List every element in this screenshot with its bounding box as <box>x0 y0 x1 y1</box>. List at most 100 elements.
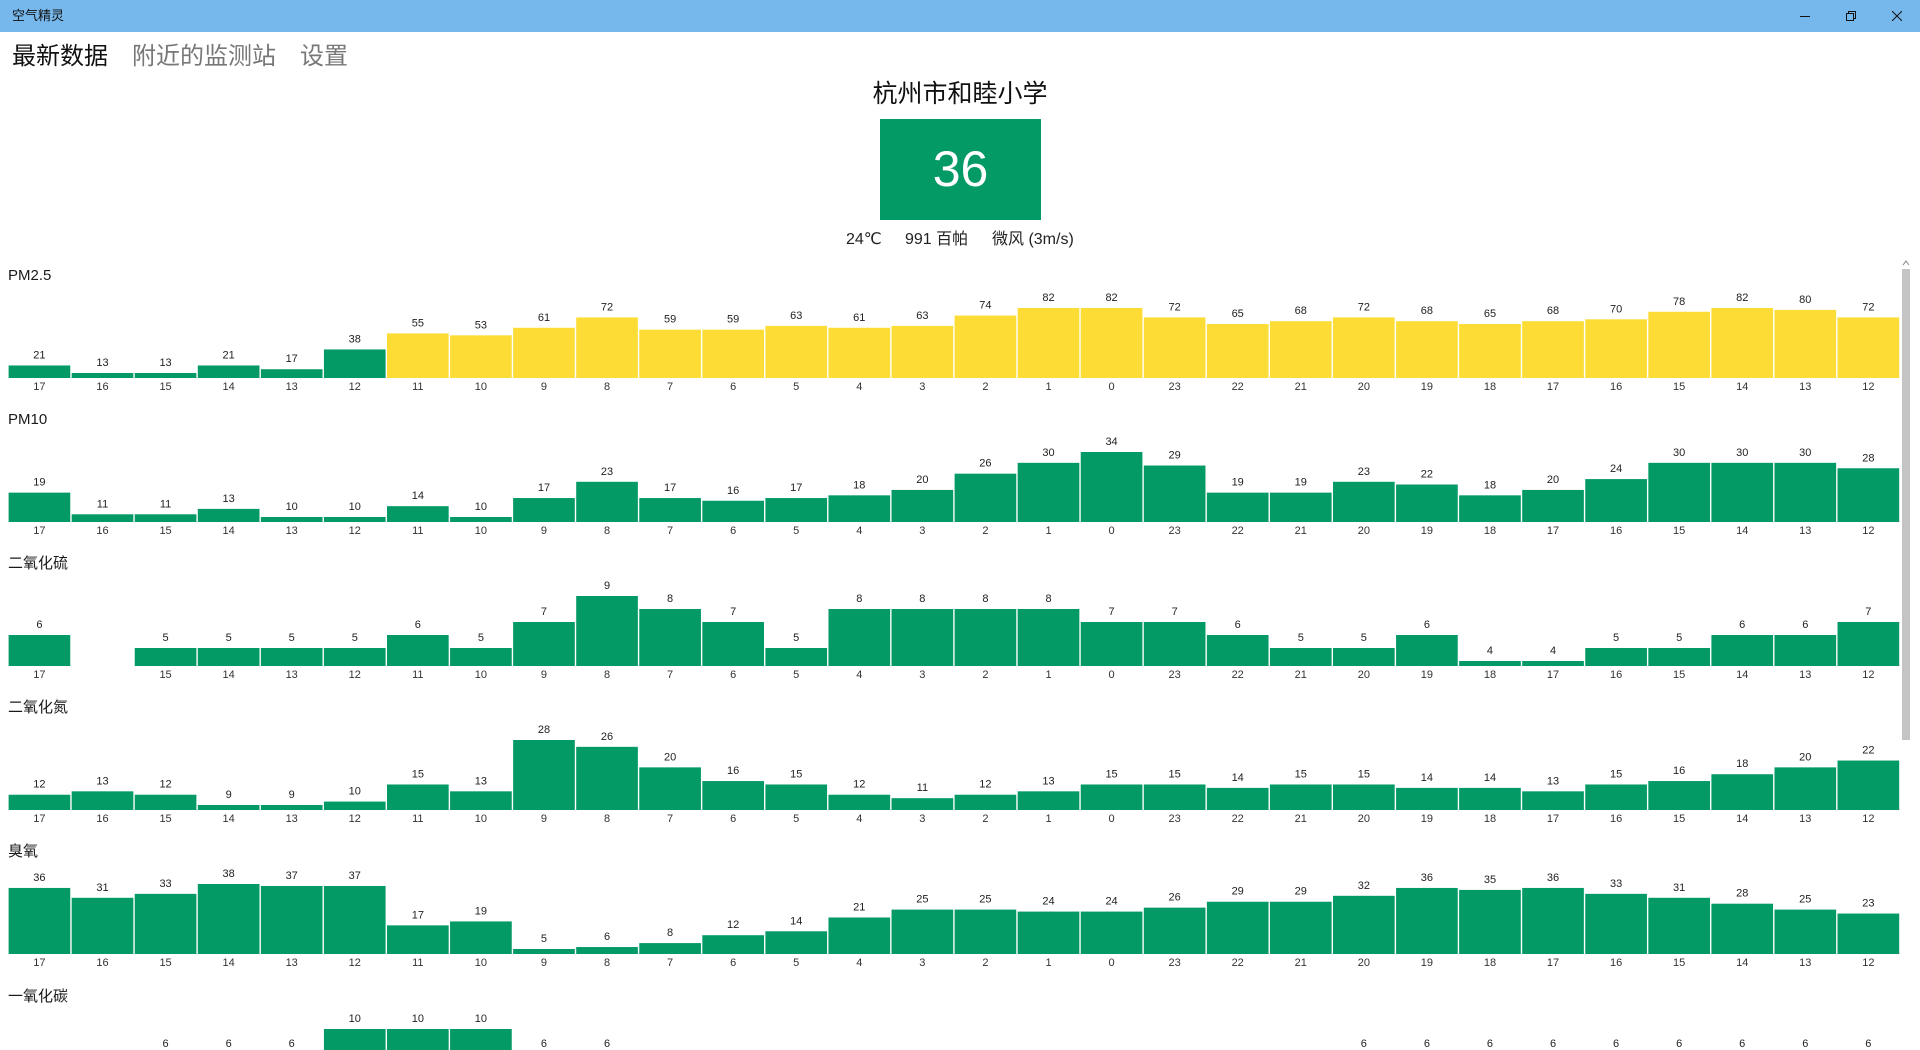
title-bar: 空气精灵 <box>0 0 1920 32</box>
value-label: 37 <box>286 870 298 882</box>
value-label: 53 <box>475 319 487 331</box>
value-label: 20 <box>916 474 928 486</box>
value-label: 16 <box>727 485 739 497</box>
value-label: 8 <box>667 593 673 605</box>
tab-settings[interactable]: 设置 <box>300 43 348 70</box>
hour-label: 15 <box>1673 669 1685 681</box>
value-label: 11 <box>917 782 928 794</box>
value-label: 19 <box>33 477 45 489</box>
value-label: 38 <box>349 333 361 345</box>
hour-label: 15 <box>159 669 171 681</box>
bar <box>1837 317 1900 378</box>
hour-label: 22 <box>1232 669 1244 681</box>
hour-label: 18 <box>1484 957 1496 969</box>
scrollbar-thumb[interactable] <box>1902 269 1910 740</box>
scroll-up-arrow-icon[interactable] <box>1901 258 1911 268</box>
hour-label: 17 <box>1547 669 1559 681</box>
bar <box>71 514 134 523</box>
value-label: 17 <box>412 910 424 922</box>
hour-label: 0 <box>1109 813 1115 825</box>
minimize-button[interactable] <box>1782 0 1828 32</box>
value-label: 65 <box>1484 308 1496 320</box>
hour-label: 5 <box>793 525 799 537</box>
hour-label: 19 <box>1421 957 1433 969</box>
hour-label: 16 <box>1610 669 1622 681</box>
value-label: 25 <box>979 894 991 906</box>
value-label: 5 <box>1676 632 1682 644</box>
value-label: 6 <box>415 619 421 631</box>
bar <box>1269 321 1332 378</box>
value-label: 6 <box>1802 619 1808 631</box>
hour-label: 2 <box>982 813 988 825</box>
hour-label: 15 <box>159 525 171 537</box>
hour-label: 22 <box>1232 381 1244 393</box>
value-label: 5 <box>1298 632 1304 644</box>
vertical-scrollbar[interactable] <box>1901 258 1911 1050</box>
hour-label: 5 <box>793 813 799 825</box>
chart-title: 二氧化氮 <box>8 699 69 717</box>
bar <box>891 609 954 667</box>
hour-label: 16 <box>96 525 108 537</box>
bar <box>1333 784 1395 811</box>
hour-label: 4 <box>856 525 862 537</box>
bar <box>954 795 1017 811</box>
bar <box>1206 788 1269 811</box>
hour-label: 5 <box>793 957 799 969</box>
hour-label: 12 <box>1862 381 1874 393</box>
hour-label: 11 <box>412 957 423 969</box>
value-label: 61 <box>853 312 865 324</box>
bar <box>450 1028 512 1050</box>
value-label: 8 <box>856 593 862 605</box>
hour-label: 2 <box>982 669 988 681</box>
chart-no2-plot: 1217131612159149131012151113102892682071… <box>8 724 1900 825</box>
bar <box>765 498 828 523</box>
tab-latest-data[interactable]: 最新数据 <box>12 43 108 70</box>
bar <box>1143 317 1206 378</box>
value-label: 36 <box>33 872 45 884</box>
close-button[interactable] <box>1874 0 1920 32</box>
value-label: 14 <box>790 916 802 928</box>
bar <box>576 596 638 667</box>
hour-label: 16 <box>96 381 108 393</box>
value-label: 29 <box>1232 886 1244 898</box>
hour-label: 13 <box>1799 381 1811 393</box>
value-label: 6 <box>1613 1038 1619 1050</box>
bar <box>576 317 638 378</box>
value-label: 10 <box>286 501 298 513</box>
hour-label: 2 <box>982 525 988 537</box>
hour-label: 17 <box>33 813 45 825</box>
bar <box>513 327 575 378</box>
hour-label: 7 <box>667 813 673 825</box>
hour-label: 19 <box>1421 381 1433 393</box>
hour-label: 11 <box>412 381 423 393</box>
value-label: 72 <box>1862 301 1874 313</box>
value-label: 28 <box>1736 888 1748 900</box>
value-label: 24 <box>1042 896 1054 908</box>
bar <box>1648 898 1710 955</box>
bar <box>513 498 575 523</box>
tab-nearby-stations[interactable]: 附近的监测站 <box>132 43 276 70</box>
bar <box>1269 492 1332 523</box>
value-label: 15 <box>1105 769 1117 781</box>
hour-label: 12 <box>1862 669 1874 681</box>
value-label: 11 <box>97 498 108 510</box>
value-label: 6 <box>604 1038 610 1050</box>
bar <box>260 517 323 523</box>
minimize-icon <box>1800 16 1810 17</box>
value-label: 6 <box>163 1038 169 1050</box>
hour-label: 20 <box>1358 669 1370 681</box>
hour-label: 6 <box>730 813 736 825</box>
value-label: 37 <box>349 870 361 882</box>
hour-label: 11 <box>412 669 423 681</box>
hour-label: 7 <box>667 525 673 537</box>
bar <box>1711 308 1774 378</box>
hour-label: 6 <box>730 525 736 537</box>
bar <box>1269 648 1332 667</box>
bar <box>1774 910 1837 955</box>
bar <box>765 931 828 955</box>
bar <box>702 781 764 811</box>
hour-label: 20 <box>1358 525 1370 537</box>
value-label: 14 <box>1232 772 1244 784</box>
restore-button[interactable] <box>1828 0 1874 32</box>
hour-label: 4 <box>856 381 862 393</box>
